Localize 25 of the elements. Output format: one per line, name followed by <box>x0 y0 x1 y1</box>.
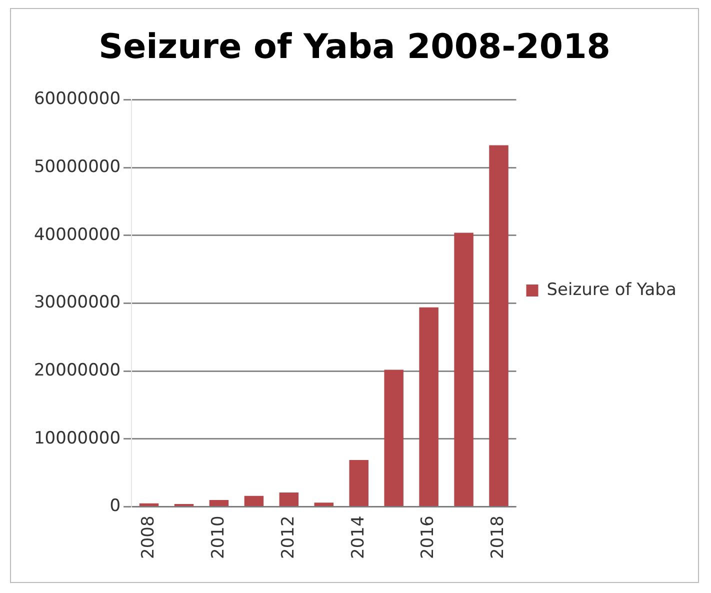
x-tick-label: 2008 <box>138 516 158 559</box>
bar <box>384 370 404 506</box>
bar <box>139 503 159 506</box>
y-tick-label: 40000000 <box>34 224 121 245</box>
x-tick-label: 2018 <box>488 516 508 559</box>
bar <box>209 500 229 506</box>
bar <box>454 232 474 506</box>
x-tick-label: 2010 <box>208 516 228 559</box>
bar <box>419 307 438 506</box>
x-tick-label: 2016 <box>418 516 438 559</box>
bar <box>244 496 264 506</box>
bar <box>489 145 508 506</box>
x-tick-label: 2014 <box>348 516 368 559</box>
chart-title: Seizure of Yaba 2008-2018 <box>98 27 610 68</box>
y-tick-label: 20000000 <box>34 360 121 381</box>
y-tick-label: 50000000 <box>34 157 121 178</box>
y-tick-label: 30000000 <box>34 292 121 313</box>
y-tick-label: 60000000 <box>34 89 121 110</box>
bar <box>314 502 334 506</box>
bar <box>349 460 368 506</box>
y-tick-label: 10000000 <box>34 428 121 448</box>
legend-label: Seizure of Yaba <box>546 280 676 300</box>
x-tick-label: 2012 <box>278 516 298 559</box>
bar <box>279 492 299 506</box>
y-tick-label: 0 <box>110 496 121 516</box>
